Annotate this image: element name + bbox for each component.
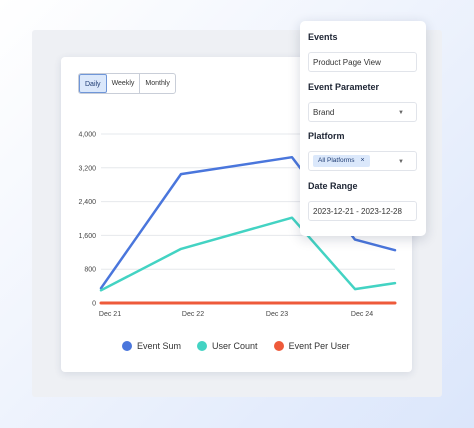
platform-select[interactable]: All Platforms × ▼: [308, 151, 417, 171]
chevron-down-icon: ▼: [398, 159, 404, 165]
y-tick-label: 2,400: [78, 199, 96, 206]
y-tick-label: 1,600: [78, 233, 96, 240]
platform-label: Platform: [308, 131, 345, 141]
event-parameter-value: Brand: [313, 108, 335, 117]
events-label: Events: [308, 32, 338, 42]
events-field[interactable]: Product Page View: [308, 52, 417, 72]
legend-item-user-count[interactable]: User Count: [197, 341, 258, 351]
event-parameter-select[interactable]: Brand ▼: [308, 102, 417, 122]
legend-swatch-event-sum: [122, 341, 132, 351]
y-tick-label: 800: [84, 267, 96, 274]
series-line-user-count: [99, 216, 397, 292]
chevron-down-icon: ▼: [398, 110, 404, 116]
legend-swatch-user-count: [197, 341, 208, 351]
legend-label-event-per-user: Event Per User: [288, 341, 350, 351]
y-tick-label: 4,000: [78, 132, 96, 139]
tab-monthly[interactable]: Monthly: [145, 80, 170, 87]
event-parameter-label: Event Parameter: [308, 82, 380, 92]
series-line-event-sum: [99, 155, 397, 290]
y-tick-label: 0: [92, 301, 96, 308]
x-tick-label: Dec 21: [99, 311, 121, 318]
close-icon[interactable]: ×: [360, 157, 365, 164]
platform-chip-label: All Platforms: [318, 157, 355, 164]
date-range-field[interactable]: 2023-12-21 - 2023-12-28: [308, 201, 417, 221]
legend-label-event-sum: Event Sum: [137, 341, 182, 351]
legend-item-event-per-user[interactable]: Event Per User: [273, 341, 350, 351]
x-tick-label: Dec 22: [182, 311, 204, 318]
tab-weekly[interactable]: Weekly: [107, 74, 141, 93]
filter-panel: Events Product Page View Event Parameter…: [300, 21, 426, 236]
platform-chip: All Platforms ×: [313, 155, 370, 167]
legend-label-user-count: User Count: [212, 341, 258, 351]
legend-swatch-event-per-user: [273, 341, 284, 351]
legend-item-event-sum[interactable]: Event Sum: [122, 341, 181, 351]
x-tick-label: Dec 23: [266, 311, 288, 318]
date-range-label: Date Range: [308, 181, 358, 191]
x-tick-label: Dec 24: [351, 311, 373, 318]
tab-daily[interactable]: Daily: [79, 74, 107, 93]
range-toggle: Daily Weekly Monthly: [78, 73, 176, 94]
y-tick-label: 3,200: [78, 165, 96, 172]
chart-legend: Event Sum User Count Event Per User: [122, 341, 350, 351]
